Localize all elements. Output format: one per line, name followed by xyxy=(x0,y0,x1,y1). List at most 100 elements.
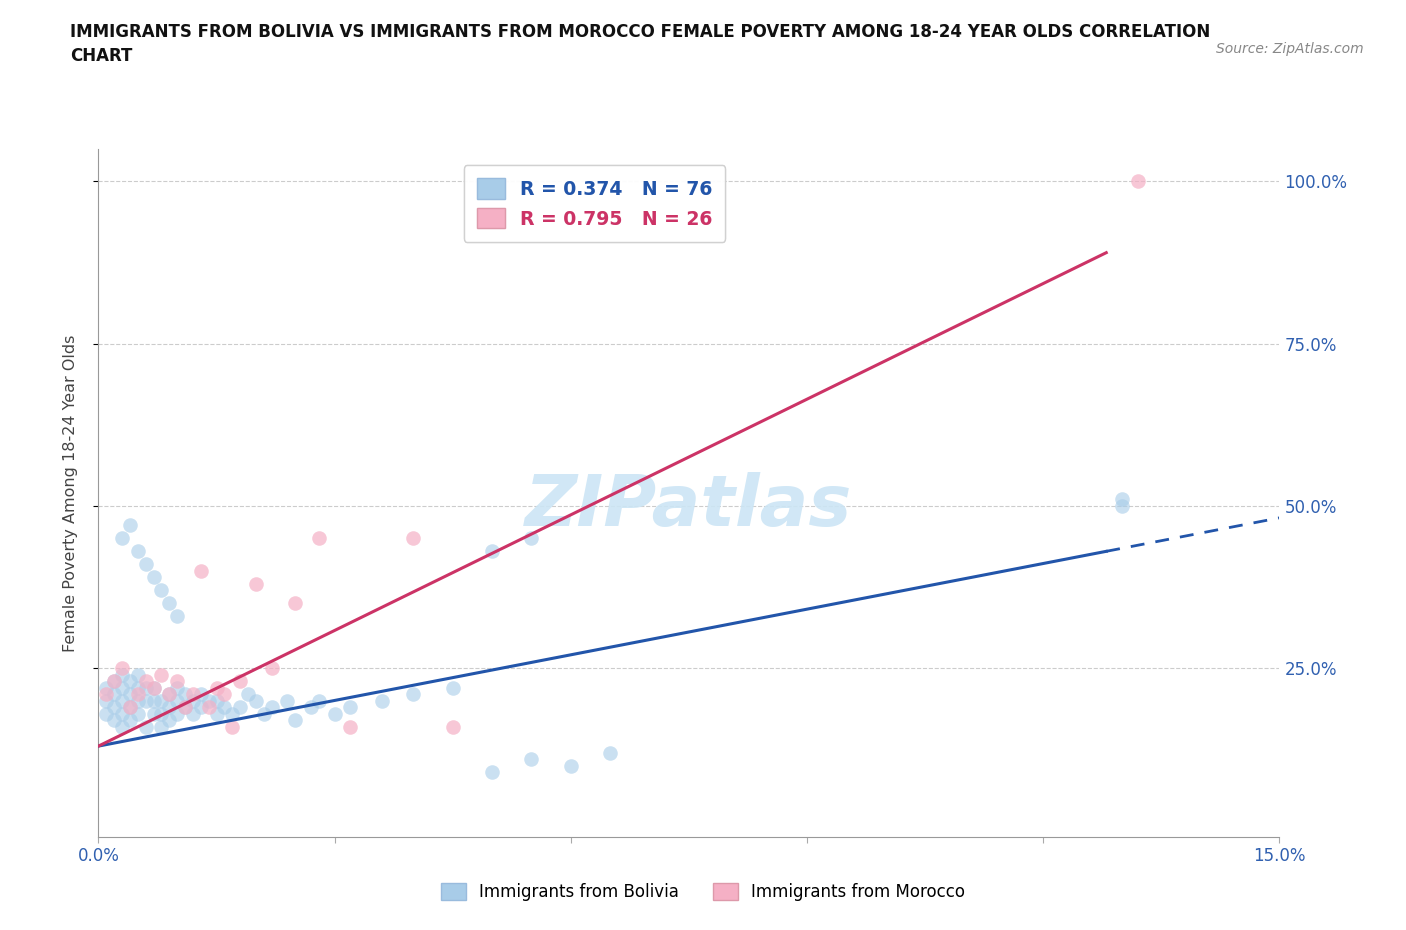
Point xyxy=(481,764,503,779)
Point xyxy=(284,712,307,727)
Point xyxy=(560,758,582,773)
Point xyxy=(127,544,149,559)
Point xyxy=(221,719,243,734)
Point xyxy=(111,693,134,708)
Legend: Immigrants from Bolivia, Immigrants from Morocco: Immigrants from Bolivia, Immigrants from… xyxy=(434,876,972,908)
Point xyxy=(308,693,330,708)
Point xyxy=(205,680,228,695)
Point xyxy=(150,719,173,734)
Point xyxy=(166,673,188,688)
Point xyxy=(96,686,118,701)
Point xyxy=(245,577,267,591)
Point xyxy=(157,699,180,714)
Point xyxy=(1111,492,1133,507)
Point xyxy=(229,699,252,714)
Point xyxy=(142,706,165,721)
Point xyxy=(111,660,134,675)
Point xyxy=(118,673,141,688)
Point xyxy=(135,557,157,572)
Point xyxy=(157,712,180,727)
Y-axis label: Female Poverty Among 18-24 Year Olds: Female Poverty Among 18-24 Year Olds xyxy=(63,334,77,652)
Point xyxy=(96,693,118,708)
Point xyxy=(150,693,173,708)
Text: Source: ZipAtlas.com: Source: ZipAtlas.com xyxy=(1216,42,1364,56)
Point xyxy=(481,544,503,559)
Point xyxy=(236,686,259,701)
Point xyxy=(111,719,134,734)
Point xyxy=(103,686,125,701)
Point xyxy=(142,693,165,708)
Point xyxy=(402,531,425,546)
Point xyxy=(214,686,236,701)
Point xyxy=(111,531,134,546)
Point xyxy=(103,699,125,714)
Point xyxy=(441,680,464,695)
Point xyxy=(127,706,149,721)
Point xyxy=(371,693,394,708)
Point xyxy=(166,680,188,695)
Point xyxy=(150,706,173,721)
Point xyxy=(197,699,219,714)
Point xyxy=(245,693,267,708)
Point xyxy=(339,699,361,714)
Point xyxy=(111,680,134,695)
Point xyxy=(181,706,204,721)
Point xyxy=(205,706,228,721)
Point xyxy=(150,667,173,682)
Point xyxy=(323,706,346,721)
Point xyxy=(190,564,212,578)
Point xyxy=(1111,498,1133,513)
Point xyxy=(197,693,219,708)
Point xyxy=(229,673,252,688)
Point xyxy=(150,583,173,598)
Point xyxy=(111,667,134,682)
Point xyxy=(135,719,157,734)
Point xyxy=(190,699,212,714)
Point xyxy=(135,693,157,708)
Point xyxy=(205,693,228,708)
Point xyxy=(157,686,180,701)
Text: ZIPatlas: ZIPatlas xyxy=(526,472,852,541)
Legend: R = 0.374   N = 76, R = 0.795   N = 26: R = 0.374 N = 76, R = 0.795 N = 26 xyxy=(464,165,725,242)
Point xyxy=(181,686,204,701)
Point xyxy=(103,673,125,688)
Point xyxy=(127,667,149,682)
Point xyxy=(299,699,322,714)
Point xyxy=(260,699,283,714)
Point xyxy=(96,680,118,695)
Point xyxy=(118,699,141,714)
Point xyxy=(181,693,204,708)
Point xyxy=(339,719,361,734)
Point xyxy=(599,745,621,760)
Point xyxy=(174,699,197,714)
Point xyxy=(142,680,165,695)
Point xyxy=(253,706,276,721)
Point xyxy=(214,699,236,714)
Point xyxy=(308,531,330,546)
Point xyxy=(174,686,197,701)
Point xyxy=(166,693,188,708)
Point xyxy=(142,570,165,585)
Point xyxy=(127,686,149,701)
Point xyxy=(118,699,141,714)
Point xyxy=(127,693,149,708)
Point xyxy=(166,706,188,721)
Point xyxy=(174,699,197,714)
Text: IMMIGRANTS FROM BOLIVIA VS IMMIGRANTS FROM MOROCCO FEMALE POVERTY AMONG 18-24 YE: IMMIGRANTS FROM BOLIVIA VS IMMIGRANTS FR… xyxy=(70,23,1211,65)
Point xyxy=(276,693,298,708)
Point xyxy=(157,596,180,611)
Point xyxy=(284,596,307,611)
Point xyxy=(111,706,134,721)
Point xyxy=(103,712,125,727)
Point xyxy=(118,518,141,533)
Point xyxy=(1126,174,1149,189)
Point xyxy=(157,686,180,701)
Point xyxy=(127,680,149,695)
Point xyxy=(166,609,188,624)
Point xyxy=(190,686,212,701)
Point xyxy=(103,673,125,688)
Point xyxy=(142,680,165,695)
Point xyxy=(520,751,543,766)
Point xyxy=(441,719,464,734)
Point xyxy=(402,686,425,701)
